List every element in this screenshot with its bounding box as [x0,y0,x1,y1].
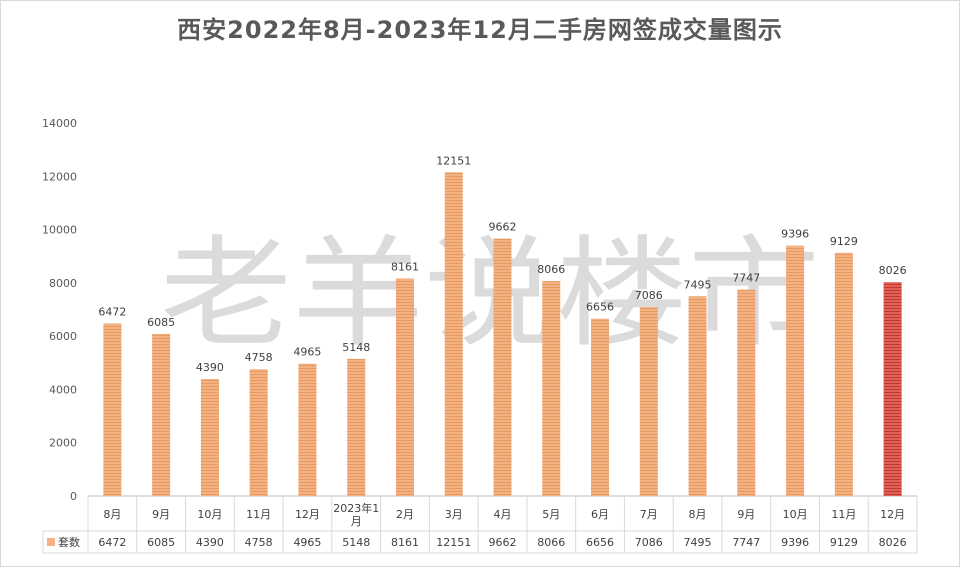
x-tick-label: 6月 [591,508,609,521]
data-label: 4965 [293,346,321,359]
bar [200,379,219,496]
table-value-cell: 6085 [147,536,175,549]
bar [103,323,122,496]
data-label: 7747 [732,272,760,285]
data-label: 9396 [781,228,809,241]
table-value-cell: 6472 [98,536,126,549]
bar [591,318,610,496]
x-tick-label: 9月 [737,508,755,521]
data-label: 6656 [586,301,614,314]
data-label: 12151 [436,154,471,167]
y-tick-label: 0 [70,490,77,503]
data-label: 8066 [537,263,565,276]
bar [347,358,366,496]
table-value-cell: 7495 [684,536,712,549]
chart-title: 西安2022年8月-2023年12月二手房网签成交量图示 [177,16,783,44]
x-tick-label: 11月 [831,508,856,521]
table-value-cell: 9129 [830,536,858,549]
table-value-cell: 7086 [635,536,663,549]
bar [444,172,463,497]
data-label: 5148 [342,341,370,354]
data-label: 7086 [635,289,663,302]
data-label: 6472 [98,306,126,319]
y-tick-label: 10000 [42,224,77,237]
x-tick-label: 12月 [880,508,905,521]
data-label: 8161 [391,261,419,274]
table-value-cell: 5148 [342,536,370,549]
y-tick-label: 4000 [49,383,77,396]
x-tick-label: 8月 [103,508,121,521]
x-tick-label: 7月 [640,508,658,521]
table-value-cell: 4965 [293,536,321,549]
bar [883,282,902,496]
x-tick-label: 9月 [152,508,170,521]
table-value-cell: 4390 [196,536,224,549]
legend-series-name: 套数 [58,536,80,549]
y-tick-label: 6000 [49,330,77,343]
table-value-cell: 12151 [436,536,471,549]
bar [542,281,561,496]
bar [152,333,171,496]
y-tick-label: 8000 [49,277,77,290]
watermark: 老羊说楼市 [160,225,820,364]
x-tick-label: 2月 [396,508,414,521]
x-tick-label: 10月 [197,508,222,521]
data-label: 4390 [196,361,224,374]
bar [737,289,756,496]
bar [688,296,707,496]
legend-swatch [47,538,55,546]
bar [249,369,268,496]
table-value-cell: 7747 [732,536,760,549]
data-label: 6085 [147,316,175,329]
data-label: 9129 [830,235,858,248]
x-tick-label: 8月 [689,508,707,521]
table-value-cell: 9396 [781,536,809,549]
y-tick-label: 2000 [49,437,77,450]
table-value-cell: 9662 [489,536,517,549]
bar [395,278,414,496]
table-value-cell: 8026 [879,536,907,549]
table-value-cell: 6656 [586,536,614,549]
data-label: 7495 [684,278,712,291]
x-tick-label: 5月 [542,508,560,521]
bar [493,238,512,496]
bar [834,252,853,496]
x-tick-label: 12月 [295,508,320,521]
x-tick-label: 2023年1 月 [333,501,379,528]
bar [639,307,658,496]
x-tick-label: 10月 [783,508,808,521]
x-tick-label: 3月 [445,508,463,521]
x-tick-label: 11月 [246,508,271,521]
y-tick-label: 14000 [42,117,77,130]
data-label: 8026 [879,264,907,277]
bar [298,363,317,496]
data-label: 4758 [245,351,273,364]
bar [786,245,805,496]
table-value-cell: 8066 [537,536,565,549]
x-tick-label: 4月 [494,508,512,521]
y-tick-label: 12000 [42,170,77,183]
data-label: 9662 [489,221,517,234]
table-value-cell: 8161 [391,536,419,549]
table-value-cell: 4758 [245,536,273,549]
